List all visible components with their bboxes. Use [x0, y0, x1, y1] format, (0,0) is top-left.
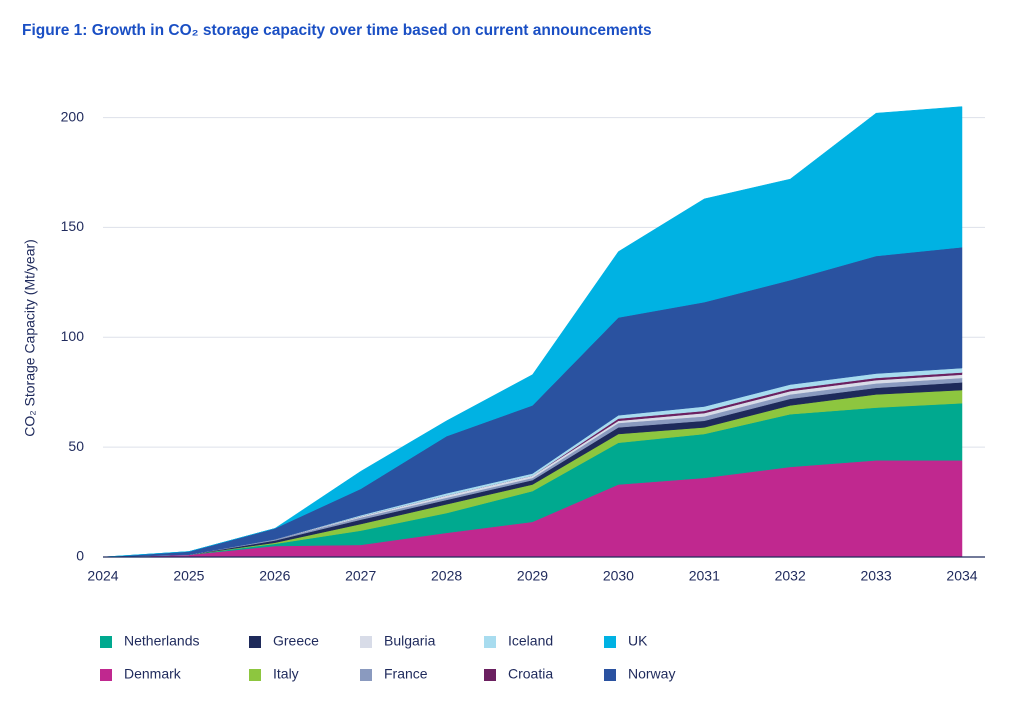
legend-label: Greece: [273, 633, 319, 649]
x-tick-label: 2032: [775, 568, 806, 584]
y-tick-label: 100: [61, 328, 85, 344]
legend-label: Iceland: [508, 633, 553, 649]
y-axis-title: CO₂ Storage Capacity (Mt/year): [22, 239, 38, 437]
legend-label: Croatia: [508, 666, 553, 682]
x-tick-label: 2025: [173, 568, 204, 584]
x-tick-label: 2033: [861, 568, 892, 584]
legend-swatch: [604, 669, 616, 681]
x-tick-label: 2031: [689, 568, 720, 584]
y-tick-label: 50: [68, 438, 84, 454]
legend-swatch: [604, 636, 616, 648]
legend-swatch: [249, 669, 261, 681]
legend-swatch: [360, 669, 372, 681]
chart-title: Figure 1: Growth in CO₂ storage capacity…: [22, 22, 652, 39]
legend-label: Denmark: [124, 666, 182, 682]
y-tick-label: 150: [61, 218, 85, 234]
legend-label: UK: [628, 633, 648, 649]
legend-swatch: [249, 636, 261, 648]
x-tick-label: 2034: [946, 568, 977, 584]
x-tick-label: 2030: [603, 568, 634, 584]
x-tick-label: 2028: [431, 568, 462, 584]
legend-label: Norway: [628, 666, 675, 682]
x-tick-label: 2024: [87, 568, 118, 584]
x-tick-label: 2027: [345, 568, 376, 584]
legend-swatch: [100, 669, 112, 681]
x-tick-label: 2026: [259, 568, 290, 584]
legend-swatch: [100, 636, 112, 648]
legend-swatch: [360, 636, 372, 648]
legend-label: Bulgaria: [384, 633, 436, 649]
legend-swatch: [484, 636, 496, 648]
legend-label: France: [384, 666, 428, 682]
legend-label: Italy: [273, 666, 299, 682]
y-tick-label: 0: [76, 548, 84, 564]
x-tick-label: 2029: [517, 568, 548, 584]
legend-swatch: [484, 669, 496, 681]
area: [102, 106, 963, 558]
legend-label: Netherlands: [124, 633, 200, 649]
y-tick-label: 200: [61, 108, 85, 124]
